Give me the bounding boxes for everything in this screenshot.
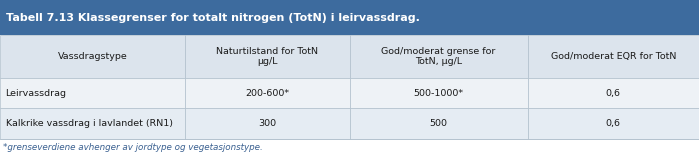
Bar bbox=[185, 108, 350, 139]
Text: *grenseverdiene avhenger av jordtype og vegetasjonstype.: *grenseverdiene avhenger av jordtype og … bbox=[3, 143, 264, 152]
Text: God/moderat EQR for TotN: God/moderat EQR for TotN bbox=[551, 52, 676, 61]
Bar bbox=[185, 35, 350, 78]
Text: 300: 300 bbox=[259, 119, 276, 128]
Bar bbox=[0, 0, 699, 35]
Bar bbox=[0, 108, 185, 139]
Bar bbox=[528, 108, 699, 139]
Bar bbox=[528, 35, 699, 78]
Bar bbox=[350, 35, 528, 78]
Text: 0,6: 0,6 bbox=[606, 119, 621, 128]
Text: 200-600*: 200-600* bbox=[245, 89, 289, 98]
Bar bbox=[0, 78, 185, 108]
Text: God/moderat grense for
TotN, µg/L: God/moderat grense for TotN, µg/L bbox=[382, 47, 496, 66]
Text: Leirvassdrag: Leirvassdrag bbox=[6, 89, 66, 98]
Text: Naturtilstand for TotN
µg/L: Naturtilstand for TotN µg/L bbox=[217, 47, 318, 66]
Bar bbox=[350, 78, 528, 108]
Bar bbox=[350, 108, 528, 139]
Text: 500-1000*: 500-1000* bbox=[414, 89, 463, 98]
Bar bbox=[0, 35, 185, 78]
Text: Vassdragstype: Vassdragstype bbox=[58, 52, 127, 61]
Bar bbox=[185, 78, 350, 108]
Text: 0,6: 0,6 bbox=[606, 89, 621, 98]
Bar bbox=[528, 78, 699, 108]
Text: 500: 500 bbox=[430, 119, 447, 128]
Text: Kalkrike vassdrag i lavlandet (RN1): Kalkrike vassdrag i lavlandet (RN1) bbox=[6, 119, 173, 128]
Text: Tabell 7.13 Klassegrenser for totalt nitrogen (TotN) i leirvassdrag.: Tabell 7.13 Klassegrenser for totalt nit… bbox=[6, 13, 419, 22]
